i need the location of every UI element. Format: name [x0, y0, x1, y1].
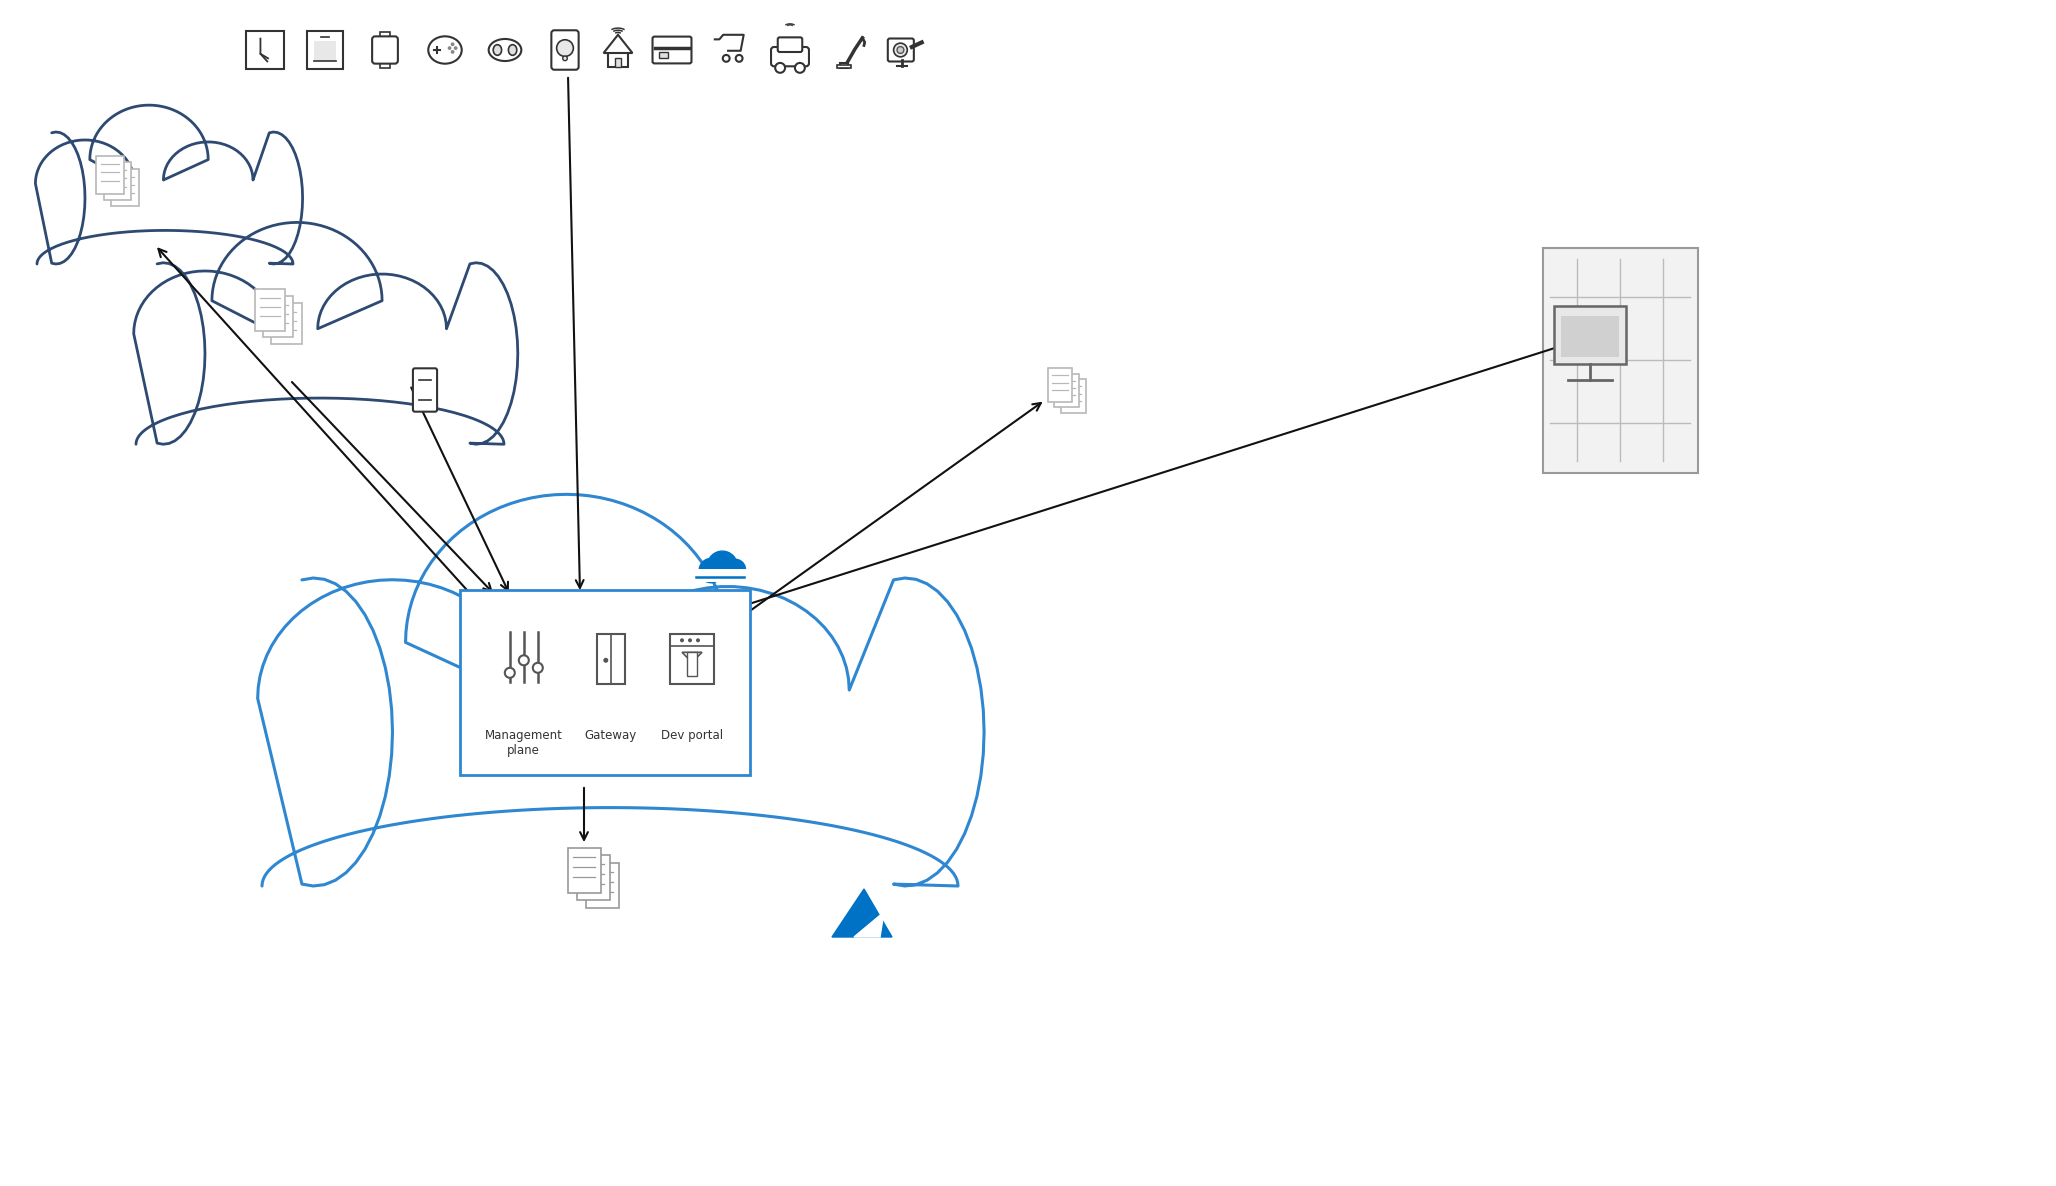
Circle shape: [736, 55, 742, 62]
Bar: [596, 635, 625, 684]
FancyBboxPatch shape: [372, 37, 399, 64]
Circle shape: [896, 46, 905, 53]
Bar: [255, 289, 286, 331]
Bar: [1561, 317, 1618, 357]
Circle shape: [699, 559, 724, 582]
Circle shape: [450, 50, 454, 53]
Circle shape: [894, 43, 907, 57]
Bar: [461, 589, 750, 774]
FancyBboxPatch shape: [771, 47, 808, 66]
Circle shape: [557, 40, 574, 57]
Bar: [837, 65, 851, 69]
Circle shape: [796, 63, 804, 72]
Circle shape: [448, 46, 452, 50]
Bar: [693, 569, 748, 582]
Bar: [660, 51, 668, 58]
Text: Management
plane: Management plane: [485, 728, 563, 757]
Bar: [1055, 374, 1079, 407]
Circle shape: [454, 46, 458, 50]
Bar: [567, 848, 600, 893]
FancyBboxPatch shape: [652, 37, 691, 63]
Bar: [97, 157, 123, 193]
Text: Gateway: Gateway: [584, 728, 637, 741]
Ellipse shape: [428, 37, 463, 64]
Bar: [380, 60, 391, 69]
Bar: [1049, 368, 1073, 402]
Bar: [111, 168, 138, 206]
Circle shape: [724, 55, 730, 62]
FancyBboxPatch shape: [306, 31, 343, 69]
Circle shape: [518, 656, 528, 665]
Bar: [687, 652, 697, 676]
FancyBboxPatch shape: [1554, 306, 1626, 364]
Bar: [609, 53, 629, 66]
FancyBboxPatch shape: [247, 31, 284, 69]
Bar: [103, 162, 132, 199]
Bar: [841, 63, 847, 69]
Bar: [615, 58, 621, 66]
Ellipse shape: [508, 45, 516, 56]
Circle shape: [533, 663, 543, 672]
Polygon shape: [683, 652, 701, 662]
Bar: [1061, 380, 1086, 413]
FancyBboxPatch shape: [413, 369, 438, 412]
Polygon shape: [604, 34, 633, 53]
Circle shape: [563, 56, 567, 60]
Ellipse shape: [489, 39, 522, 60]
Polygon shape: [833, 890, 892, 937]
Bar: [263, 296, 294, 337]
Circle shape: [506, 668, 514, 678]
Bar: [576, 855, 609, 900]
FancyBboxPatch shape: [777, 38, 802, 52]
Bar: [1542, 248, 1698, 472]
Circle shape: [681, 638, 685, 643]
FancyBboxPatch shape: [888, 38, 913, 62]
Circle shape: [697, 638, 699, 643]
Bar: [380, 32, 391, 39]
Circle shape: [707, 551, 738, 581]
Circle shape: [724, 560, 746, 580]
Bar: [670, 635, 713, 684]
Ellipse shape: [493, 45, 502, 56]
Bar: [315, 40, 335, 62]
Circle shape: [450, 43, 454, 46]
Circle shape: [602, 658, 609, 663]
Polygon shape: [853, 912, 884, 937]
Circle shape: [775, 63, 785, 72]
Bar: [586, 862, 619, 907]
FancyBboxPatch shape: [551, 31, 578, 70]
Bar: [271, 304, 302, 344]
Text: Dev portal: Dev portal: [660, 728, 724, 741]
Circle shape: [689, 638, 693, 643]
